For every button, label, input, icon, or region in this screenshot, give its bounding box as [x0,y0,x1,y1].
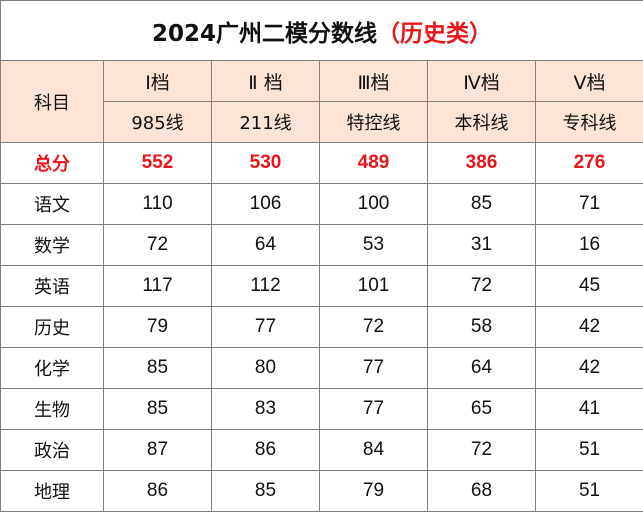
header-row-lines: 985线 211线 特控线 本科线 专科线 [1,101,643,143]
total-score-row: 总分 552 530 489 386 276 [0,142,643,184]
score-cell: 51 [534,470,643,512]
tier-header-1: I档 [103,60,212,102]
score-cell: 31 [427,224,536,266]
score-cell: 71 [534,183,643,225]
score-cell: 112 [211,265,320,307]
line-header-5: 专科线 [534,101,643,143]
subject-name: 语文 [0,183,104,225]
score-cell: 83 [211,388,320,430]
score-cell: 85 [103,388,212,430]
line-header-4: 本科线 [427,101,536,143]
score-cell: 42 [534,347,643,389]
score-cell: 64 [211,224,320,266]
score-cell: 53 [319,224,428,266]
score-cell: 72 [427,429,536,471]
header-row-tiers: 科目 I档 Ⅱ 档 Ⅲ档 Ⅳ档 Ⅴ档 [0,60,643,143]
score-cell: 106 [211,183,320,225]
line-header-1: 985线 [103,101,212,143]
score-cell: 100 [319,183,428,225]
score-cell: 45 [534,265,643,307]
score-cell: 64 [427,347,536,389]
score-cell: 68 [427,470,536,512]
subject-row-geography: 地理 86 85 79 68 51 [0,470,643,512]
score-cell: 101 [319,265,428,307]
score-cell: 79 [103,306,212,348]
total-label: 总分 [0,142,104,184]
score-cell: 72 [103,224,212,266]
tier-header-5: Ⅴ档 [534,60,643,102]
subject-row-chinese: 语文 110 106 100 85 71 [0,183,643,225]
score-cell: 72 [319,306,428,348]
subject-name: 政治 [0,429,104,471]
total-value: 489 [319,142,428,184]
score-cell: 77 [319,347,428,389]
score-cell: 85 [427,183,536,225]
title-category: （历史类） [377,20,493,47]
score-cell: 42 [534,306,643,348]
subject-name: 数学 [0,224,104,266]
score-cell: 16 [534,224,643,266]
title-main: 2024广州二模分数线 [152,20,378,47]
score-cell: 87 [103,429,212,471]
score-cell: 85 [103,347,212,389]
line-header-3: 特控线 [319,101,428,143]
subject-name: 生物 [0,388,104,430]
score-cell: 86 [211,429,320,471]
score-cell: 117 [103,265,212,307]
subject-row-math: 数学 72 64 53 31 16 [0,224,643,266]
score-cell: 80 [211,347,320,389]
table-title: 2024广州二模分数线（历史类） [0,0,643,61]
subject-row-politics: 政治 87 86 84 72 51 [0,429,643,471]
line-header-2: 211线 [211,101,320,143]
total-value: 530 [211,142,320,184]
subject-row-biology: 生物 85 83 77 65 41 [0,388,643,430]
total-value: 276 [534,142,643,184]
score-cell: 86 [103,470,212,512]
tier-header-4: Ⅳ档 [427,60,536,102]
subject-row-english: 英语 117 112 101 72 45 [0,265,643,307]
subject-name: 英语 [0,265,104,307]
tier-header-3: Ⅲ档 [319,60,428,102]
score-cell: 65 [427,388,536,430]
subject-row-history: 历史 79 77 72 58 42 [0,306,643,348]
total-value: 552 [103,142,212,184]
score-cell: 72 [427,265,536,307]
score-cell: 77 [211,306,320,348]
title-row: 2024广州二模分数线（历史类） [0,0,643,61]
subject-name: 历史 [0,306,104,348]
score-cell: 85 [211,470,320,512]
subject-column-header: 科目 [0,60,104,143]
score-cell: 77 [319,388,428,430]
score-cell: 41 [534,388,643,430]
score-cell: 79 [319,470,428,512]
subject-name: 地理 [0,470,104,512]
score-cell: 110 [103,183,212,225]
total-value: 386 [427,142,536,184]
score-cell: 58 [427,306,536,348]
subject-row-chemistry: 化学 85 80 77 64 42 [0,347,643,389]
subject-name: 化学 [0,347,104,389]
tier-header-2: Ⅱ 档 [211,60,320,102]
score-cell: 51 [534,429,643,471]
score-cell: 84 [319,429,428,471]
